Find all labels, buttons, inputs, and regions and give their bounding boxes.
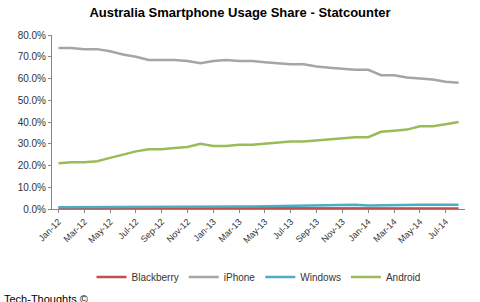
svg-text:May-14: May-14 xyxy=(396,217,424,245)
svg-text:Jul-12: Jul-12 xyxy=(116,217,140,241)
svg-text:40.0%: 40.0% xyxy=(18,117,46,128)
svg-text:50.0%: 50.0% xyxy=(18,95,46,106)
svg-text:60.0%: 60.0% xyxy=(18,73,46,84)
svg-text:Mar-12: Mar-12 xyxy=(62,217,89,244)
svg-text:Blackberry: Blackberry xyxy=(132,272,179,283)
svg-text:Jul-13: Jul-13 xyxy=(271,217,295,241)
svg-text:Jan-14: Jan-14 xyxy=(346,217,373,244)
svg-text:iPhone: iPhone xyxy=(224,272,256,283)
svg-text:Jul-14: Jul-14 xyxy=(426,217,450,241)
svg-text:Tech-Thoughts ©: Tech-Thoughts © xyxy=(4,293,88,302)
svg-text:Jan-12: Jan-12 xyxy=(37,217,64,244)
svg-text:10.0%: 10.0% xyxy=(18,182,46,193)
svg-text:May-13: May-13 xyxy=(241,217,269,245)
svg-text:0.0%: 0.0% xyxy=(23,204,46,215)
svg-text:70.0%: 70.0% xyxy=(18,51,46,62)
svg-text:Jan-13: Jan-13 xyxy=(191,217,218,244)
svg-text:Sep-13: Sep-13 xyxy=(294,217,322,245)
svg-text:30.0%: 30.0% xyxy=(18,138,46,149)
svg-text:Nov-12: Nov-12 xyxy=(165,217,193,245)
svg-text:May-12: May-12 xyxy=(86,217,114,245)
svg-text:Mar-13: Mar-13 xyxy=(217,217,244,244)
svg-text:20.0%: 20.0% xyxy=(18,160,46,171)
svg-text:80.0%: 80.0% xyxy=(18,30,46,41)
svg-text:Mar-14: Mar-14 xyxy=(371,217,398,244)
svg-text:Australia Smartphone Usage Sha: Australia Smartphone Usage Share - Statc… xyxy=(89,5,390,20)
svg-text:Android: Android xyxy=(386,272,420,283)
svg-text:Sep-12: Sep-12 xyxy=(139,217,167,245)
svg-text:Windows: Windows xyxy=(300,272,341,283)
svg-text:Nov-13: Nov-13 xyxy=(319,217,347,245)
